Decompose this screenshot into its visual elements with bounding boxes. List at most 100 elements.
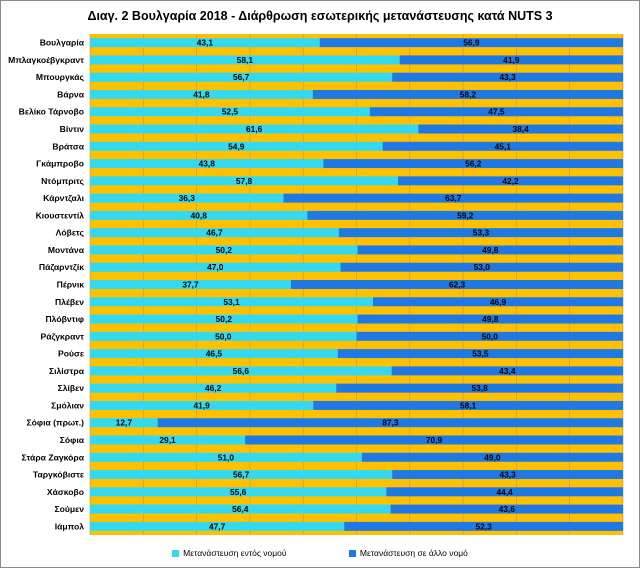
value-label-within: 40,8 bbox=[191, 210, 208, 220]
category-label: Ιάμπολ bbox=[55, 521, 85, 531]
category-label: Σούμεν bbox=[54, 504, 84, 514]
category-label: Βίντιν bbox=[60, 124, 85, 134]
category-label: Ταργκόβιστε bbox=[33, 470, 84, 480]
bar-within-segment bbox=[90, 159, 324, 169]
value-label-within: 29,1 bbox=[159, 435, 176, 445]
category-label: Σλίβεν bbox=[58, 383, 85, 393]
bar-within-segment bbox=[90, 504, 391, 514]
bar-other-segment bbox=[398, 176, 623, 186]
value-label-within: 56,4 bbox=[232, 504, 249, 514]
bar-within-segment bbox=[90, 38, 320, 48]
value-label-within: 36,3 bbox=[179, 193, 196, 203]
bar-other-segment bbox=[373, 297, 623, 307]
bar-other-segment bbox=[369, 107, 623, 117]
bar-within-segment bbox=[90, 366, 392, 376]
bar-within-segment bbox=[90, 72, 393, 82]
bar-within-segment bbox=[90, 280, 291, 289]
bar-within-segment bbox=[90, 228, 339, 238]
value-label-other: 53,5 bbox=[472, 349, 489, 359]
category-label: Βελίκο Τάρνοβο bbox=[19, 107, 84, 117]
bar-other-segment bbox=[323, 159, 623, 169]
category-label: Ράζγκραντ bbox=[41, 331, 85, 341]
legend: Μετανάστευση εντός νομού Μετανάστευση σε… bbox=[0, 548, 640, 558]
category-label: Στάρα Ζαγκόρα bbox=[21, 452, 84, 462]
category-label: Βουλγαρία bbox=[40, 38, 85, 48]
bar-other-segment bbox=[338, 228, 623, 238]
category-labels: Βουλγαρία Μπλαγκοέβγκραντ Μπουργκάς Βάρνα Βε… bbox=[8, 38, 85, 532]
bar-other-segment bbox=[357, 314, 623, 324]
value-label-other: 58,2 bbox=[460, 89, 477, 99]
bar-other-segment bbox=[357, 245, 623, 255]
value-label-within: 41,9 bbox=[194, 400, 211, 410]
category-label: Σόφια (πρωτ.) bbox=[27, 418, 85, 428]
category-label: Πέρνικ bbox=[57, 280, 85, 290]
bar-other-segment bbox=[392, 470, 623, 480]
value-label-other: 44,4 bbox=[497, 487, 514, 497]
bar-other-segment bbox=[391, 366, 623, 376]
value-label-other: 38,4 bbox=[513, 124, 530, 134]
bar-within-segment bbox=[90, 418, 158, 428]
bar-other-segment bbox=[392, 72, 623, 82]
category-label: Μπουργκάς bbox=[36, 72, 85, 82]
bar-within-segment bbox=[90, 331, 357, 341]
value-label-other: 50,0 bbox=[482, 331, 499, 341]
value-label-other: 47,5 bbox=[488, 107, 505, 117]
chart-title: Διαγ. 2 Βουλγαρία 2018 - Διάρθρωση εσωτε… bbox=[87, 9, 553, 23]
bar-within-segment bbox=[90, 124, 419, 134]
category-label: Ρούσε bbox=[58, 349, 84, 359]
bar-within-segment bbox=[90, 107, 370, 117]
value-label-within: 47,7 bbox=[209, 521, 226, 531]
bar-within-segment bbox=[90, 193, 284, 203]
bar-other-segment bbox=[361, 452, 623, 462]
bar-within-segment bbox=[90, 314, 358, 324]
bar-within-segment bbox=[90, 176, 399, 186]
value-label-within: 43,1 bbox=[197, 38, 214, 48]
legend-item-other: Μετανάστευση σε άλλο νομό bbox=[348, 548, 468, 558]
category-label: Κιουστεντίλ bbox=[36, 210, 85, 220]
category-label: Σόφια bbox=[60, 435, 85, 445]
value-label-other: 59,2 bbox=[457, 210, 474, 220]
legend-label-within: Μετανάστευση εντός νομού bbox=[183, 548, 287, 558]
value-label-other: 52,3 bbox=[475, 521, 492, 531]
value-label-within: 58,1 bbox=[237, 55, 254, 65]
value-label-within: 50,0 bbox=[215, 331, 232, 341]
bars bbox=[90, 38, 624, 531]
category-label: Σμόλιαν bbox=[51, 400, 84, 410]
bar-other-segment bbox=[399, 55, 623, 65]
value-label-within: 56,6 bbox=[233, 366, 250, 376]
bar-within-segment bbox=[90, 210, 308, 220]
value-label-other: 53,0 bbox=[474, 262, 491, 272]
bar-within-segment bbox=[90, 487, 387, 497]
value-label-other: 62,3 bbox=[449, 280, 466, 290]
value-label-within: 50,2 bbox=[216, 245, 233, 255]
value-label-within: 43,8 bbox=[199, 159, 216, 169]
legend-label-other: Μετανάστευση σε άλλο νομό bbox=[359, 548, 468, 558]
bar-other-segment bbox=[283, 193, 623, 203]
bar-other-segment bbox=[344, 521, 623, 531]
bar-other-segment bbox=[390, 504, 623, 514]
bar-within-segment bbox=[90, 435, 246, 445]
value-label-within: 57,8 bbox=[236, 176, 253, 186]
bar-other-segment bbox=[418, 124, 623, 134]
category-label: Πλόβντιφ bbox=[45, 314, 84, 324]
value-label-other: 42,2 bbox=[502, 176, 519, 186]
value-label-within: 46,2 bbox=[205, 383, 222, 393]
category-label: Πάζαρντζίκ bbox=[39, 262, 84, 272]
value-label-within: 47,0 bbox=[207, 262, 224, 272]
legend-item-within: Μετανάστευση εντός νομού bbox=[172, 548, 287, 558]
value-label-other: 43,6 bbox=[499, 504, 516, 514]
bar-within-segment bbox=[90, 262, 341, 272]
value-labels: 43,1 56,9 58,1 41,9 56,7 43,3 41,8 58,2 52,5 47,5… bbox=[116, 38, 529, 532]
value-label-other: 56,2 bbox=[465, 159, 482, 169]
bar-within-segment bbox=[90, 141, 383, 151]
value-label-other: 58,1 bbox=[460, 400, 477, 410]
category-label: Σιλίστρα bbox=[49, 366, 85, 376]
bar-other-segment bbox=[356, 331, 623, 341]
bar-within-segment bbox=[90, 89, 313, 99]
bar-within-segment bbox=[90, 349, 338, 359]
bar-other-segment bbox=[386, 487, 623, 497]
bar-within-segment bbox=[90, 297, 374, 307]
value-label-other: 70,9 bbox=[426, 435, 443, 445]
value-label-other: 46,9 bbox=[490, 297, 507, 307]
